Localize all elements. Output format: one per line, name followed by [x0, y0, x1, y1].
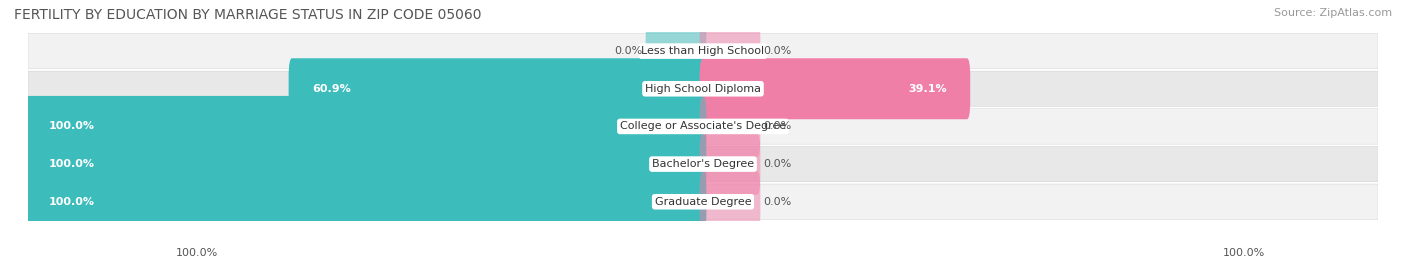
FancyBboxPatch shape — [700, 171, 761, 232]
Text: Graduate Degree: Graduate Degree — [655, 197, 751, 207]
Text: 0.0%: 0.0% — [763, 197, 792, 207]
Text: High School Diploma: High School Diploma — [645, 84, 761, 94]
Text: Bachelor's Degree: Bachelor's Degree — [652, 159, 754, 169]
Text: 0.0%: 0.0% — [614, 46, 643, 56]
FancyBboxPatch shape — [28, 146, 1378, 182]
Text: 100.0%: 100.0% — [48, 121, 94, 132]
Text: 100.0%: 100.0% — [1223, 248, 1265, 258]
Text: 0.0%: 0.0% — [763, 159, 792, 169]
Text: College or Associate's Degree: College or Associate's Degree — [620, 121, 786, 132]
Text: 0.0%: 0.0% — [763, 121, 792, 132]
Text: 100.0%: 100.0% — [48, 197, 94, 207]
FancyBboxPatch shape — [28, 33, 1378, 69]
FancyBboxPatch shape — [25, 171, 706, 232]
FancyBboxPatch shape — [28, 184, 1378, 220]
Text: FERTILITY BY EDUCATION BY MARRIAGE STATUS IN ZIP CODE 05060: FERTILITY BY EDUCATION BY MARRIAGE STATU… — [14, 8, 482, 22]
FancyBboxPatch shape — [28, 109, 1378, 144]
Text: 100.0%: 100.0% — [48, 159, 94, 169]
FancyBboxPatch shape — [25, 96, 706, 157]
Text: 100.0%: 100.0% — [176, 248, 218, 258]
FancyBboxPatch shape — [700, 96, 761, 157]
Text: 60.9%: 60.9% — [312, 84, 352, 94]
FancyBboxPatch shape — [288, 58, 706, 119]
Text: Less than High School: Less than High School — [641, 46, 765, 56]
FancyBboxPatch shape — [700, 58, 970, 119]
FancyBboxPatch shape — [700, 21, 761, 82]
FancyBboxPatch shape — [28, 71, 1378, 107]
FancyBboxPatch shape — [700, 134, 761, 194]
FancyBboxPatch shape — [645, 21, 706, 82]
Text: 39.1%: 39.1% — [908, 84, 946, 94]
Text: 0.0%: 0.0% — [763, 46, 792, 56]
Text: Source: ZipAtlas.com: Source: ZipAtlas.com — [1274, 8, 1392, 18]
FancyBboxPatch shape — [25, 134, 706, 194]
